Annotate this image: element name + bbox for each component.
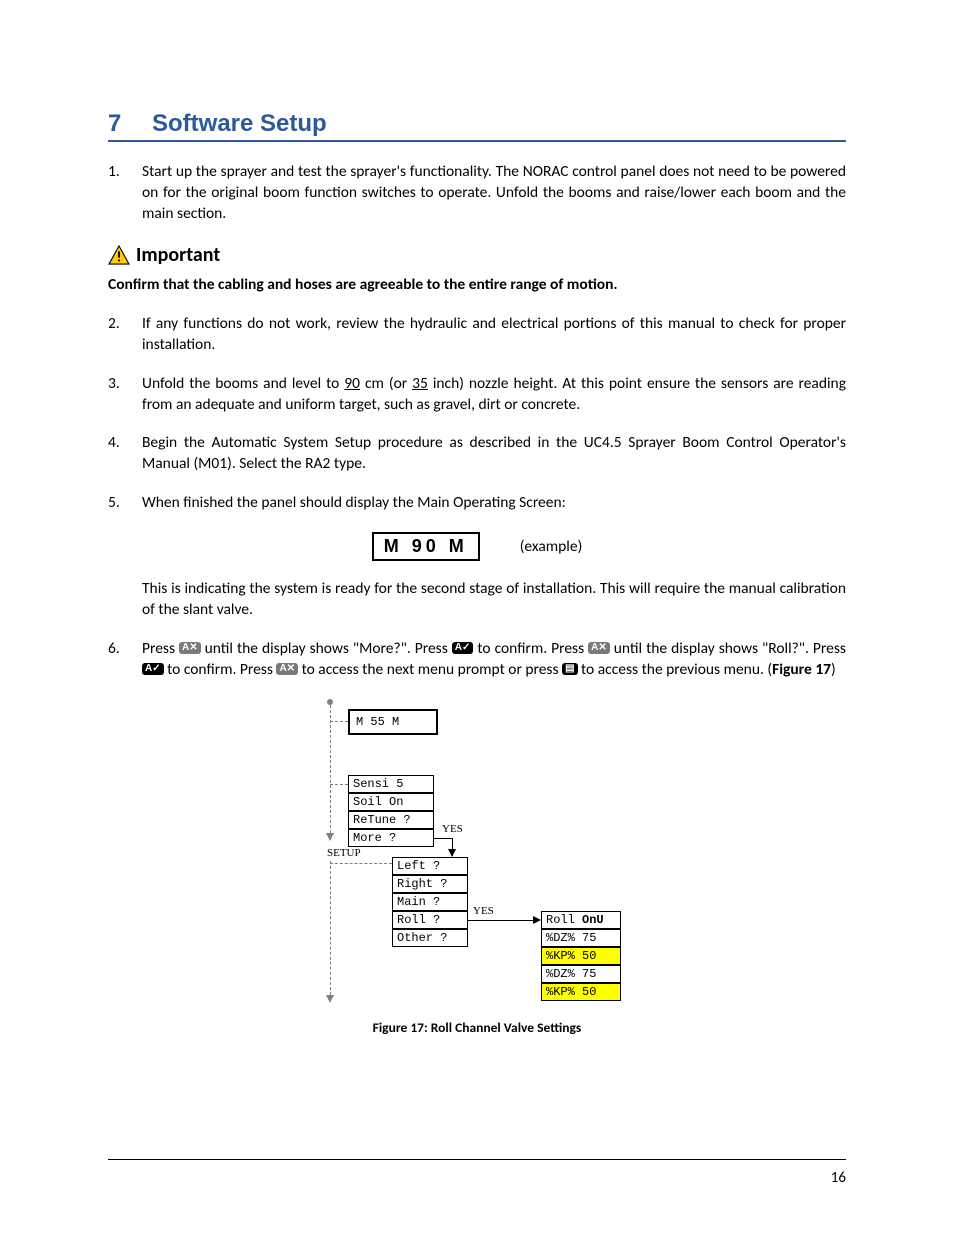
example-label: (example)	[520, 537, 583, 556]
ax-button-icon: A✕	[179, 642, 201, 654]
page-number: 16	[831, 1169, 846, 1187]
yes-label-1: YES	[442, 823, 463, 835]
steps-list-cont: 2. If any functions do not work, review …	[108, 314, 846, 514]
menu3-c: %KP% 50	[541, 947, 621, 965]
important-text: Confirm that the cabling and hoses are a…	[108, 275, 846, 294]
menu1-c: ReTune ?	[348, 811, 434, 829]
step-text: Start up the sprayer and test the spraye…	[142, 162, 846, 223]
step-number: 1.	[108, 162, 120, 183]
step-number: 5.	[108, 493, 120, 514]
menu1-b: Soil On	[348, 793, 434, 811]
menu3-a: Roll OnU	[541, 911, 621, 929]
t1: Press	[142, 639, 179, 658]
t6: to access the next menu prompt or press	[298, 660, 562, 679]
step-text: If any functions do not work, review the…	[142, 314, 846, 354]
arrow-right-icon	[533, 916, 541, 924]
menu1-d: More ?	[348, 829, 434, 847]
av-button-icon: A✓	[452, 642, 474, 654]
connector-line	[434, 838, 452, 839]
connector-line	[468, 920, 535, 921]
figure-17: SETUP M 55 M Sensi 5 Soil On ReTune ? Mo…	[108, 699, 846, 1009]
footer-rule	[108, 1159, 846, 1160]
setup-label: SETUP	[327, 847, 361, 859]
section-heading: 7 Software Setup	[108, 110, 846, 142]
menu1-a: Sensi 5	[348, 775, 434, 793]
dash-line	[330, 784, 348, 785]
step-number: 3.	[108, 374, 120, 395]
t3: to confirm. Press	[473, 639, 588, 658]
yes-label-2: YES	[473, 905, 494, 917]
arrow-down-icon	[326, 833, 334, 841]
steps-list-cont2: 6. Press A✕ until the display shows "Mor…	[108, 639, 846, 681]
sub-paragraph: This is indicating the system is ready f…	[142, 579, 846, 621]
underline-value-2: 35	[412, 374, 428, 393]
page: 7 Software Setup 1. Start up the sprayer…	[0, 0, 954, 1235]
menu3-b: %DZ% 75	[541, 929, 621, 947]
heading-title: Software Setup	[152, 110, 327, 138]
step-text-mid1: cm (or	[360, 374, 412, 393]
steps-list: 1. Start up the sprayer and test the spr…	[108, 162, 846, 225]
step-text-pre: Unfold the booms and level to	[142, 374, 344, 393]
step-5: 5. When finished the panel should displa…	[108, 493, 846, 514]
step-4: 4. Begin the Automatic System Setup proc…	[108, 433, 846, 475]
menu2-a: Left ?	[392, 857, 468, 875]
figure-caption: Figure 17: Roll Channel Valve Settings	[108, 1019, 846, 1036]
arrow-down-icon	[326, 995, 334, 1003]
t4: until the display shows "Roll?". Press	[610, 639, 846, 658]
t5: to confirm. Press	[164, 660, 277, 679]
step-2: 2. If any functions do not work, review …	[108, 314, 846, 356]
t2: until the display shows "More?". Press	[201, 639, 452, 658]
figure-diagram: SETUP M 55 M Sensi 5 Soil On ReTune ? Mo…	[327, 699, 627, 1009]
ax-button-icon: A✕	[276, 663, 298, 675]
t8: )	[831, 660, 836, 679]
t7: to access the previous menu. (	[578, 660, 773, 679]
ax-button-icon: A✕	[588, 642, 610, 654]
menu3-e: %KP% 50	[541, 983, 621, 1001]
menu2-e: Other ?	[392, 929, 468, 947]
lcd-display: M 90 M	[372, 532, 480, 561]
menu3-d: %DZ% 75	[541, 965, 621, 983]
menu2-b: Right ?	[392, 875, 468, 893]
av-button-icon: A✓	[142, 663, 164, 675]
important-heading: Important	[108, 243, 846, 267]
step-6: 6. Press A✕ until the display shows "Mor…	[108, 639, 846, 681]
main-display-box: M 55 M	[348, 709, 438, 735]
figure-ref: Figure 17	[772, 660, 831, 679]
heading-number: 7	[108, 110, 152, 138]
step-text: When finished the panel should display t…	[142, 493, 566, 512]
display-row: M 90 M (example)	[108, 532, 846, 561]
dash-line	[330, 861, 331, 995]
step-3: 3. Unfold the booms and level to 90 cm (…	[108, 374, 846, 416]
dash-line	[330, 705, 331, 833]
underline-value-1: 90	[344, 374, 360, 393]
step-number: 2.	[108, 314, 120, 335]
main-display-value: M 55 M	[356, 715, 399, 729]
step-number: 6.	[108, 639, 120, 660]
dash-line	[330, 863, 392, 864]
warning-triangle-icon	[108, 245, 130, 265]
menu2-d: Roll ?	[392, 911, 468, 929]
dash-line	[330, 721, 348, 722]
important-label: Important	[136, 243, 220, 267]
step-text: Begin the Automatic System Setup procedu…	[142, 433, 846, 473]
menu-button-icon: ▤	[562, 663, 577, 675]
step-number: 4.	[108, 433, 120, 454]
arrow-down-icon	[448, 849, 456, 857]
step-1: 1. Start up the sprayer and test the spr…	[108, 162, 846, 225]
menu2-c: Main ?	[392, 893, 468, 911]
